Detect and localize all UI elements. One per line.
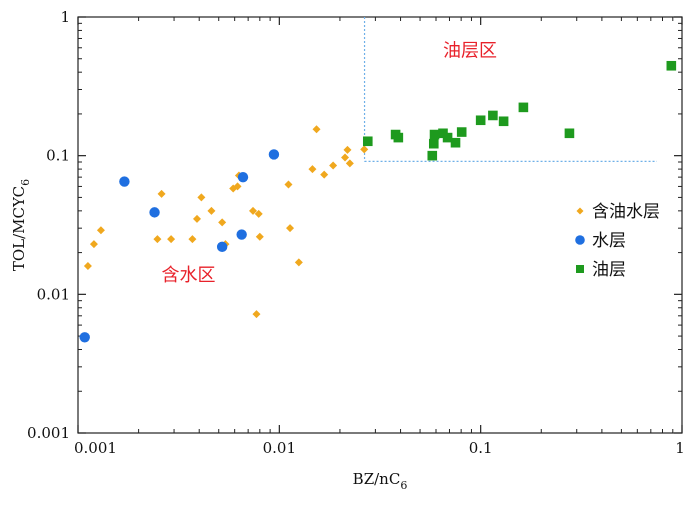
diamond-point (193, 214, 202, 223)
square-point (442, 132, 453, 143)
y-tick-label: 0.1 (46, 147, 70, 165)
diamond-point (360, 145, 369, 154)
square-point (666, 60, 677, 71)
square-point (393, 132, 404, 143)
legend-entry-label: 含油水层 (592, 202, 660, 222)
region-label: 油层区 (443, 40, 497, 61)
diamond-point (83, 262, 92, 271)
region-label: 含水区 (162, 265, 216, 286)
diamond-point (197, 193, 206, 202)
square-point (498, 116, 509, 127)
x-axis-title: BZ/nC6 (353, 470, 408, 492)
diamond-point (329, 161, 338, 170)
circle-point (149, 207, 160, 218)
diamond-point (286, 224, 295, 233)
x-tick-label: 0.01 (263, 439, 296, 457)
diamond-point (157, 189, 166, 198)
y-tick-label: 1 (60, 8, 70, 26)
square-point (576, 265, 584, 273)
diamond-point (252, 310, 261, 319)
square-point (429, 129, 440, 140)
circle-point (575, 235, 585, 245)
x-axis-title-main: BZ/nC (353, 470, 401, 488)
boundary-lines (363, 17, 657, 162)
data-points (79, 60, 677, 343)
region-labels: 含水区 油层区 (162, 40, 497, 286)
square-point (428, 138, 439, 149)
square-point (362, 136, 373, 147)
diamond-point (576, 207, 584, 215)
diamond-point (96, 226, 105, 235)
y-tick-label: 0.001 (27, 424, 70, 442)
diamond-point (312, 125, 321, 134)
legend-entry-label: 水层 (592, 231, 626, 251)
diamond-point (233, 182, 242, 191)
diamond-point (249, 206, 258, 215)
square-point (456, 127, 467, 137)
diamond-point (255, 232, 264, 241)
diamond-point (188, 235, 197, 244)
circle-point (216, 241, 228, 253)
circle-point (79, 332, 90, 343)
diamond-point (218, 218, 227, 227)
circle-point (237, 171, 249, 183)
diamond-point (320, 170, 329, 179)
square-point (518, 102, 529, 113)
square-point (488, 110, 498, 121)
x-axis-title-sub: 6 (400, 479, 407, 492)
diamond-point (89, 240, 98, 249)
diamond-point (254, 209, 263, 218)
y-tick-label: 0.01 (37, 285, 70, 303)
square-point (450, 137, 461, 148)
diamond-point (308, 165, 317, 174)
diamond-point (284, 180, 293, 189)
plot-frame (77, 16, 683, 434)
diamond-point (345, 159, 354, 168)
diamond-point (207, 206, 216, 215)
diamond-point (153, 235, 162, 244)
axis-ticks: 0.001 0.01 0.1 1 0.001 0.01 0.1 1 (27, 8, 685, 457)
legend-entry-label: 油层 (592, 260, 626, 280)
diamond-point (341, 153, 350, 162)
y-axis-title-sub: 6 (19, 179, 32, 186)
x-tick-label: 1 (675, 439, 685, 457)
diamond-point (343, 145, 352, 154)
y-axis-title: TOL/MCYC6 (10, 179, 32, 271)
y-axis-title-main: TOL/MCYC (10, 186, 28, 271)
x-tick-label: 0.1 (469, 439, 493, 457)
square-point (475, 115, 486, 126)
circle-point (119, 176, 130, 187)
square-point (427, 150, 438, 161)
circle-point (268, 149, 280, 160)
square-point (564, 128, 575, 139)
diamond-point (294, 258, 303, 267)
diamond-point (167, 235, 176, 244)
x-tick-label: 0.001 (74, 439, 117, 457)
circle-point (236, 229, 247, 240)
